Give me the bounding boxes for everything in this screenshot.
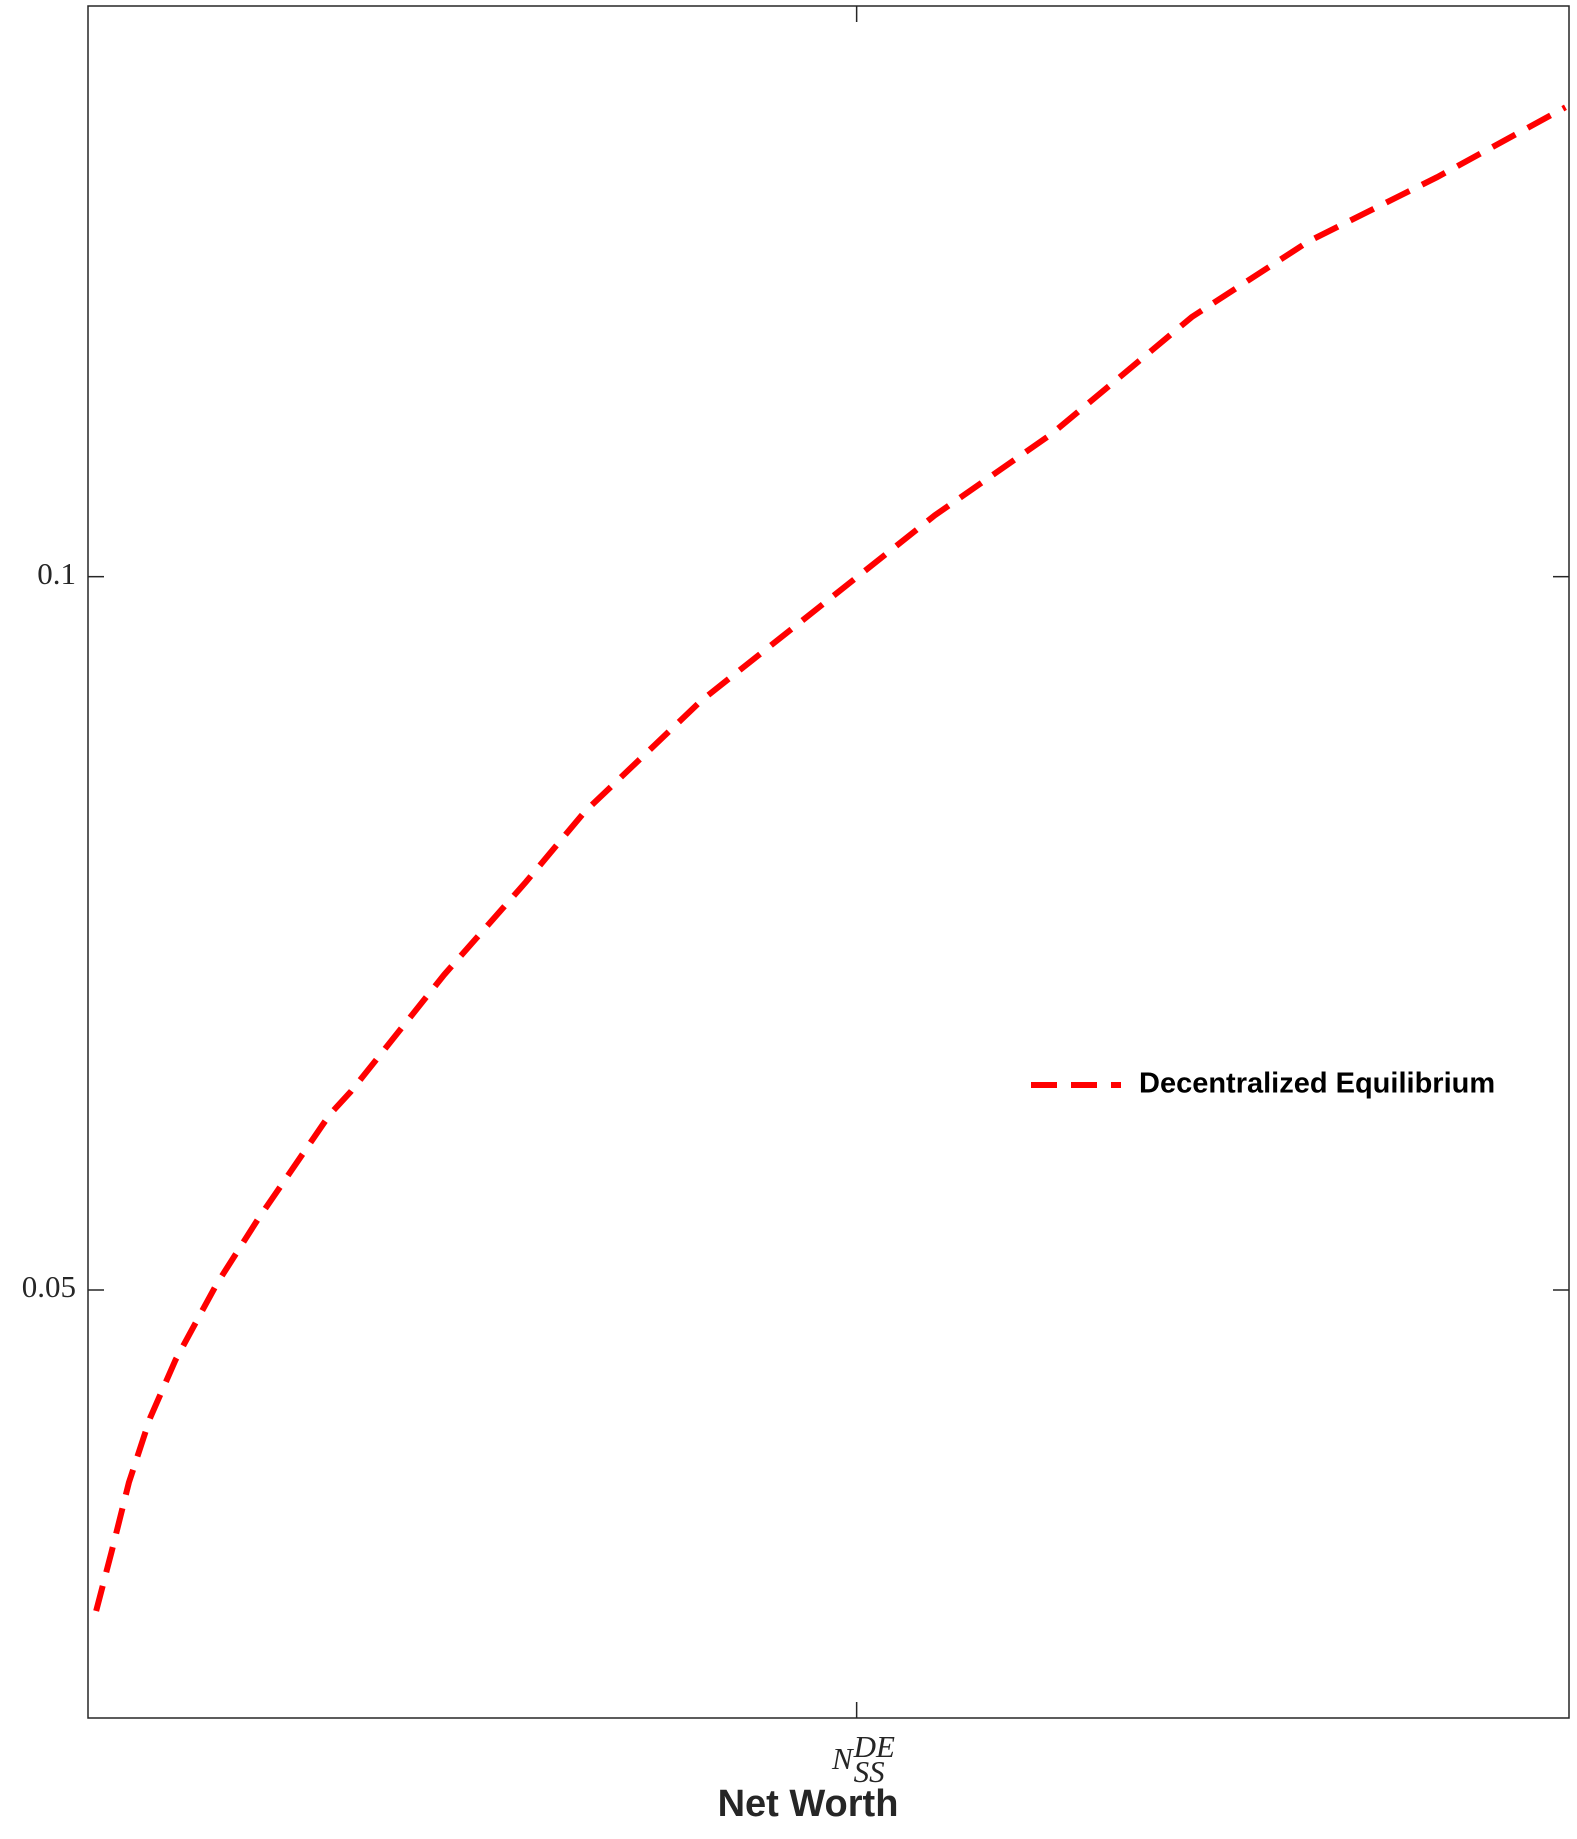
x-tick-subscript: SS [854,1754,885,1789]
legend-label: Decentralized Equilibrium [1139,1068,1495,1100]
x-tick-superscript: DE [853,1729,895,1764]
y-tick-label: 0.05 [22,1269,76,1304]
x-axis-label: Net Worth [718,1783,899,1825]
data-line [93,104,1567,1612]
axes-box [87,5,1570,1719]
x-tick-label: N [831,1741,855,1776]
y-tick-label: 0.1 [37,556,76,591]
